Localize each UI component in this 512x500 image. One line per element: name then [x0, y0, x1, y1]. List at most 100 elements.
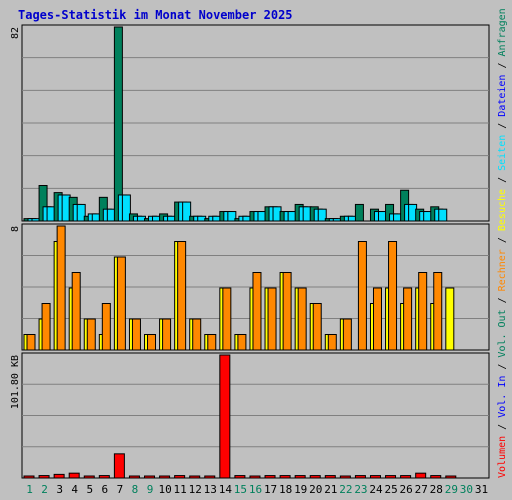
bar-rechner-day-26 — [403, 287, 413, 351]
bar-volumen-day-22 — [339, 475, 351, 479]
bar-volumen-day-14 — [219, 354, 231, 479]
bar-rechner-day-4 — [71, 272, 81, 351]
legend-item-seiten: Seiten — [497, 135, 508, 171]
bar-volumen-day-21 — [324, 475, 336, 479]
bar-volumen-day-5 — [83, 475, 95, 479]
bar-volumen-day-9 — [144, 475, 156, 479]
day-label: 26 — [400, 483, 413, 496]
legend-text: Volumen / Vol. In / Vol. Out / Rechner /… — [497, 8, 508, 478]
y-max-tick-label: 101.80 KB — [10, 355, 21, 409]
day-label: 15 — [234, 483, 247, 496]
bar-rechner-day-17 — [267, 287, 277, 351]
bar-seiten-day-20 — [317, 208, 327, 222]
day-label: 8 — [132, 483, 139, 496]
bar-rechner-day-14 — [222, 287, 232, 351]
bar-volumen-day-11 — [174, 475, 186, 479]
bar-rechner-day-15 — [237, 334, 247, 351]
bar-rechner-day-9 — [147, 334, 157, 351]
bar-seiten-day-4 — [76, 203, 86, 222]
bar-rechner-day-5 — [86, 318, 96, 351]
chart-panels: 82 8 101.80 KB — [10, 24, 490, 479]
bar-volumen-day-6 — [98, 475, 110, 479]
day-label: 1 — [26, 483, 33, 496]
bar-anfragen-day-7 — [113, 26, 123, 222]
bar-volumen-day-13 — [204, 475, 216, 479]
bar-seiten-day-28 — [438, 208, 448, 222]
day-label: 18 — [279, 483, 292, 496]
bar-rechner-day-24 — [372, 287, 382, 351]
bar-volumen-day-23 — [354, 475, 366, 479]
legend-separator: / — [497, 418, 508, 436]
day-axis-labels: 1 2 3 4 5 6 7 8 9 10 11 12 13 14 15 16 17 18 19 20 21 22 23 24 2… — [26, 483, 488, 496]
bar-volumen-day-20 — [309, 475, 321, 479]
day-label: 22 — [339, 483, 352, 496]
bar-rechner-day-28 — [433, 272, 443, 351]
bar-volumen-day-18 — [279, 475, 291, 479]
legend-item-besuche: Besuche — [497, 189, 508, 231]
day-label: 4 — [71, 483, 78, 496]
day-label: 6 — [102, 483, 109, 496]
bar-rechner-day-19 — [297, 287, 307, 351]
day-label: 24 — [369, 483, 383, 496]
day-label: 5 — [86, 483, 93, 496]
bar-volumen-day-28 — [430, 475, 442, 479]
day-label: 12 — [189, 483, 202, 496]
bar-volumen-day-19 — [294, 475, 306, 479]
legend-item-volout: Vol. Out — [497, 309, 508, 357]
bar-seiten-day-14 — [227, 211, 237, 222]
chart-title: Tages-Statistik im Monat November 2025 — [18, 8, 293, 22]
day-label: 21 — [324, 483, 337, 496]
day-label: 23 — [354, 483, 367, 496]
bar-volumen-day-12 — [189, 475, 201, 479]
bar-volumen-day-25 — [385, 475, 397, 479]
bar-volumen-day-26 — [400, 475, 412, 479]
bar-rechner-day-21 — [327, 334, 337, 351]
day-label: 14 — [219, 483, 233, 496]
bar-volumen-day-16 — [249, 475, 261, 479]
bar-rechner-day-3 — [56, 225, 66, 351]
day-label: 13 — [204, 483, 217, 496]
legend-separator: / — [497, 231, 508, 249]
legend-item-dateien: Dateien — [497, 75, 508, 117]
legend-separator: / — [497, 358, 508, 376]
y-max-tick-label: 82 — [10, 27, 21, 39]
day-label: 3 — [56, 483, 63, 496]
bar-rechner-day-27 — [418, 272, 428, 351]
day-label: 27 — [415, 483, 428, 496]
legend-item-volin: Vol. In — [497, 376, 508, 418]
panel-top: 82 — [10, 24, 490, 222]
bar-rechner-day-6 — [101, 303, 111, 351]
day-label: 2 — [41, 483, 48, 496]
bar-rechner-day-18 — [282, 272, 292, 351]
bar-rechner-day-13 — [207, 334, 217, 351]
day-label: 7 — [117, 483, 124, 496]
bar-rechner-day-16 — [252, 272, 262, 351]
bar-rechner-day-11 — [177, 241, 187, 351]
legend-item-volumen: Volumen — [497, 436, 508, 478]
bar-rechner-day-8 — [131, 318, 141, 351]
bar-rechner-day-20 — [312, 303, 322, 351]
day-label: 20 — [309, 483, 322, 496]
vertical-legend: Volumen / Vol. In / Vol. Out / Rechner /… — [497, 8, 508, 478]
legend-separator: / — [497, 171, 508, 189]
bar-rechner-day-10 — [162, 318, 172, 351]
day-label: 29 — [445, 483, 458, 496]
legend-separator: / — [497, 117, 508, 135]
bar-volumen-day-2 — [38, 475, 50, 479]
bar-volumen-day-15 — [234, 475, 246, 479]
day-label: 17 — [264, 483, 277, 496]
bar-besuche-day-29 — [445, 287, 455, 351]
bar-rechner-day-25 — [388, 241, 398, 351]
bar-seiten-day-11 — [182, 201, 192, 222]
day-label: 28 — [430, 483, 443, 496]
legend-item-rechner: Rechner — [497, 249, 508, 291]
legend-item-anfragen: Anfragen — [497, 8, 508, 56]
bar-volumen-day-10 — [159, 475, 171, 479]
day-label: 30 — [460, 483, 473, 496]
day-label: 19 — [294, 483, 307, 496]
day-label: 11 — [174, 483, 187, 496]
day-label: 16 — [249, 483, 262, 496]
panel-bottom: 101.80 KB — [10, 352, 490, 479]
bar-volumen-day-27 — [415, 472, 427, 479]
